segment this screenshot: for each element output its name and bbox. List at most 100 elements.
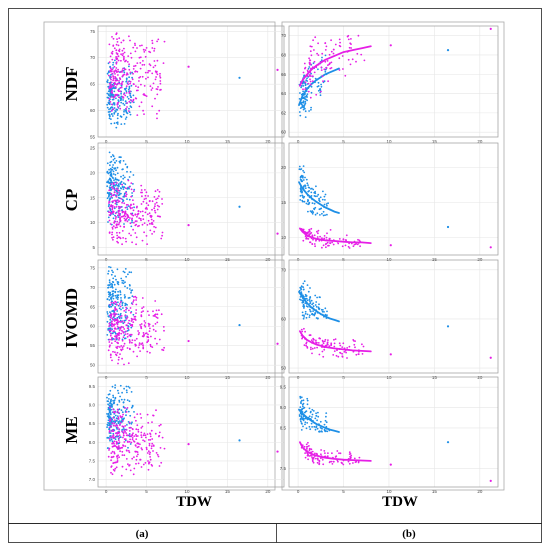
data-point — [111, 68, 113, 71]
data-point — [132, 183, 134, 185]
data-point — [139, 443, 141, 446]
data-point — [125, 468, 128, 471]
data-point — [134, 343, 137, 346]
data-point — [113, 194, 115, 196]
data-point — [108, 398, 110, 400]
data-point — [123, 223, 125, 225]
data-point — [119, 314, 122, 317]
data-point — [159, 82, 162, 85]
data-point — [318, 430, 320, 433]
data-point — [149, 451, 152, 454]
data-point — [348, 451, 351, 454]
data-point — [158, 431, 161, 434]
y-tick-label: 15 — [90, 195, 96, 200]
data-point — [309, 83, 312, 86]
data-point — [117, 199, 119, 202]
data-point — [151, 442, 154, 445]
data-point — [123, 387, 125, 390]
data-point — [316, 212, 319, 215]
data-point — [116, 38, 118, 40]
data-point — [109, 406, 111, 409]
data-point — [124, 213, 126, 216]
data-point — [109, 115, 111, 118]
data-point — [109, 316, 112, 319]
data-point — [301, 101, 303, 104]
data-point — [129, 72, 132, 75]
data-point — [145, 448, 148, 451]
data-point — [132, 440, 135, 442]
data-point — [109, 432, 112, 434]
data-point — [302, 288, 305, 291]
data-point — [304, 81, 307, 83]
data-point — [358, 456, 361, 459]
data-point — [111, 317, 114, 320]
data-point — [158, 434, 161, 437]
data-point — [117, 345, 119, 348]
data-point — [348, 345, 351, 348]
data-point — [141, 64, 144, 66]
data-point — [117, 112, 119, 115]
data-point — [315, 339, 317, 342]
data-point — [163, 40, 166, 43]
data-point — [141, 239, 144, 242]
data-point — [115, 216, 117, 218]
data-point — [124, 439, 127, 442]
data-point — [110, 175, 113, 178]
data-point — [111, 320, 113, 323]
data-point — [113, 96, 115, 99]
y-tick-label: 9.5 — [89, 384, 96, 389]
data-point — [310, 339, 313, 342]
data-point — [121, 198, 124, 201]
data-point — [143, 222, 146, 225]
data-point — [149, 64, 152, 67]
caption-a: (a) — [136, 528, 149, 540]
data-point — [300, 401, 302, 403]
data-point — [115, 121, 118, 124]
data-point — [129, 80, 132, 83]
data-point — [306, 237, 308, 240]
data-point — [130, 426, 132, 429]
data-point — [314, 77, 317, 80]
x-axis-label-b: TDW — [382, 494, 418, 510]
data-point — [326, 204, 328, 207]
data-point — [299, 176, 302, 179]
outlier-point — [446, 225, 450, 229]
data-point — [128, 107, 130, 110]
data-point — [303, 445, 306, 448]
data-point — [140, 436, 143, 439]
y-tick-label: 8.0 — [89, 440, 96, 445]
data-point — [162, 62, 165, 64]
data-point — [144, 434, 147, 437]
data-point — [106, 400, 109, 402]
data-point — [306, 99, 308, 102]
data-point — [139, 458, 142, 461]
data-point — [116, 282, 119, 285]
data-point — [127, 35, 130, 38]
x-tick-label: 10 — [386, 139, 392, 144]
y-tick-label: 9.0 — [280, 405, 287, 410]
outlier-point — [489, 356, 492, 359]
data-point — [126, 208, 129, 211]
data-point — [109, 161, 112, 164]
data-point — [117, 212, 120, 215]
data-point — [122, 97, 125, 99]
data-point — [314, 417, 317, 420]
data-point — [317, 81, 320, 84]
data-point — [112, 173, 115, 175]
data-point — [325, 421, 328, 424]
data-point — [308, 449, 311, 452]
data-point — [127, 205, 130, 208]
data-point — [120, 198, 123, 200]
data-point — [134, 50, 137, 53]
data-point — [302, 282, 305, 285]
data-point — [122, 427, 125, 429]
data-point — [122, 307, 124, 309]
data-point — [352, 462, 354, 464]
data-point — [150, 447, 153, 450]
data-point — [323, 423, 326, 426]
data-point — [123, 319, 126, 322]
data-point — [149, 85, 152, 88]
data-point — [119, 319, 122, 322]
data-point — [310, 45, 313, 48]
